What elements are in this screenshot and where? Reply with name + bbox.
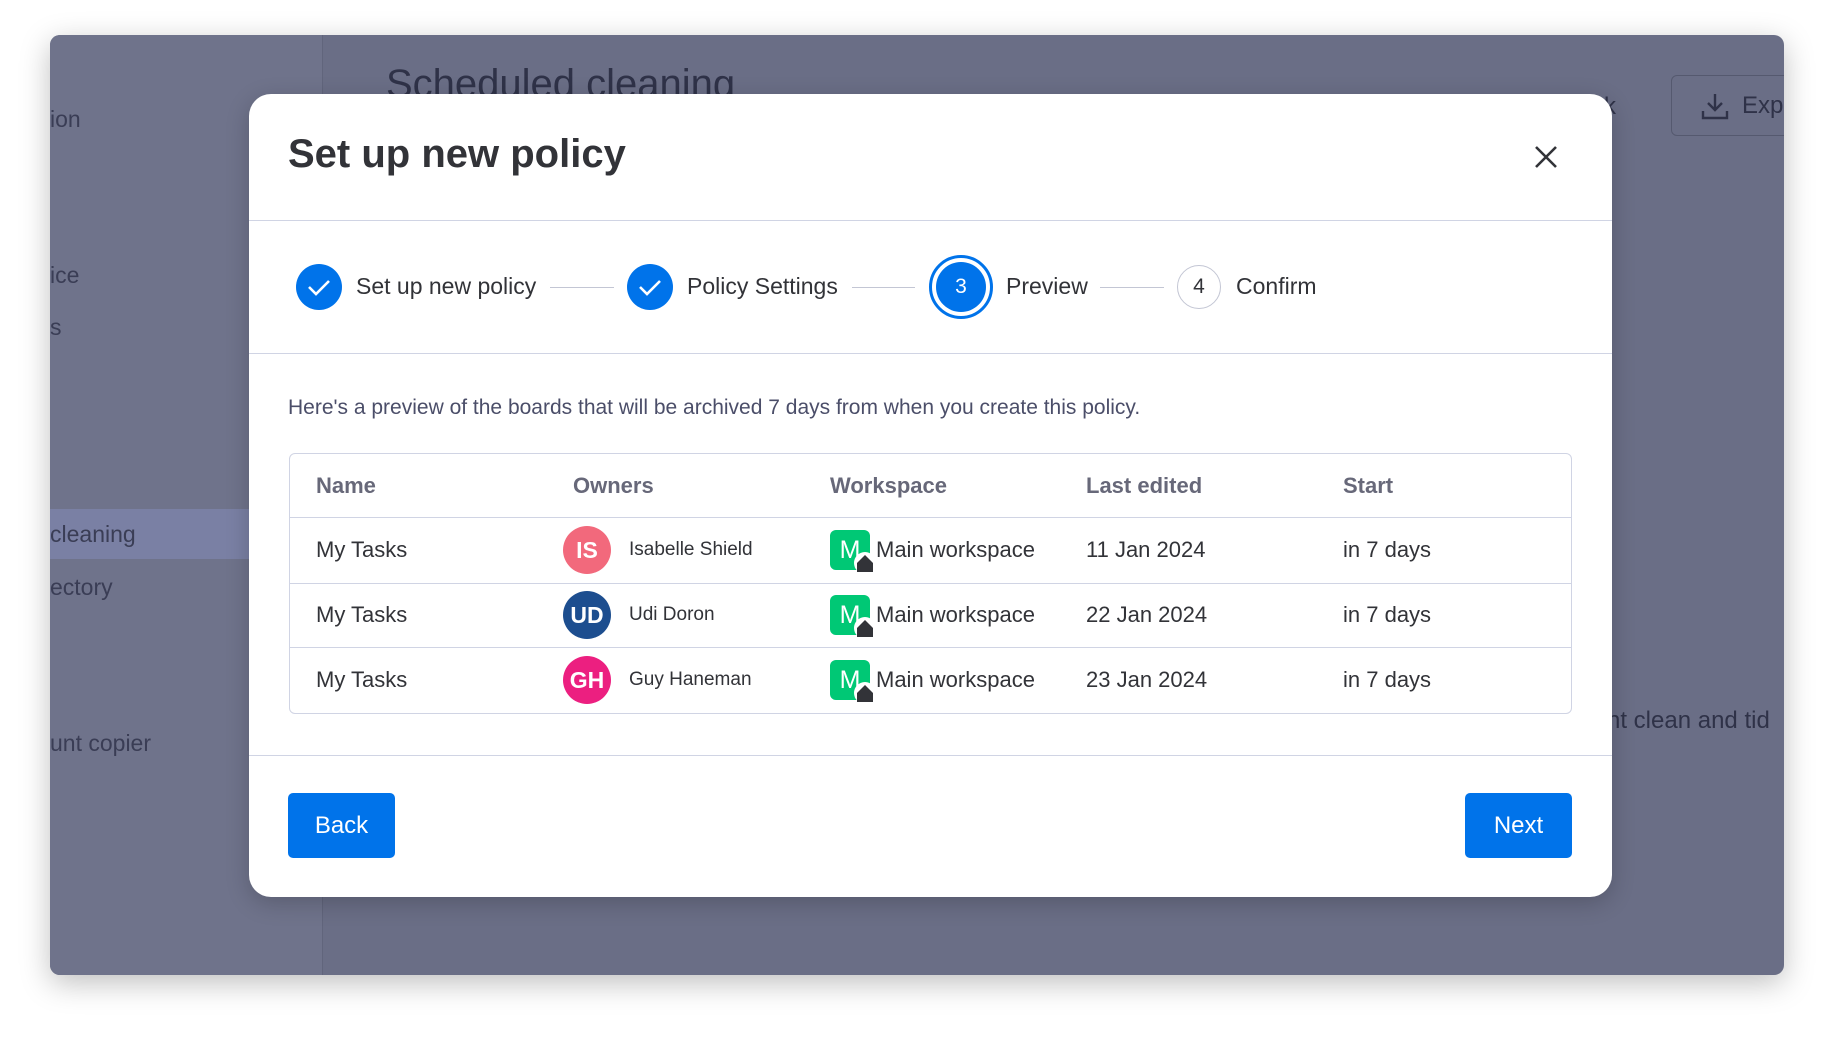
step-label: Confirm [1236,273,1317,299]
home-icon [857,555,873,572]
preview-table: Name Owners Workspace Last edited Start My Ta… [289,453,1572,714]
check-icon [639,280,661,296]
home-badge [854,552,876,574]
row-divider [290,517,1571,518]
sidebar-item[interactable]: unt copier [50,730,152,756]
step-connector [550,287,614,288]
column-header: Last edited [1086,473,1203,498]
home-icon [857,620,873,637]
board-name: My Tasks [316,602,408,627]
sidebar-item[interactable]: ion [50,106,81,132]
divider [249,220,1612,221]
owner-name: Guy Haneman [629,669,752,690]
check-icon [308,280,330,296]
download-icon [1701,94,1729,120]
last-edited: 23 Jan 2024 [1086,667,1208,692]
board-name: My Tasks [316,667,408,692]
content-snippet: nt clean and tid [1607,707,1770,734]
workspace-name: Main workspace [876,602,1035,627]
export-button[interactable]: Exp [1671,75,1784,136]
step-label: Set up new policy [356,273,537,299]
step-circle: 4 [1177,265,1221,309]
owner-name: Udi Doron [629,604,715,625]
back-button[interactable]: Back [288,793,395,858]
next-button[interactable]: Next [1465,793,1572,858]
column-header: Owners [573,473,654,498]
description: Here's a preview of the boards that will… [288,396,1141,419]
column-header: Start [1343,473,1394,498]
owner-avatar: GH [563,656,611,704]
start: in 7 days [1343,537,1432,562]
owner-avatar: UD [563,591,611,639]
last-edited: 22 Jan 2024 [1086,602,1208,627]
step-label: Policy Settings [687,273,838,299]
step-circle: 3 [936,262,986,312]
step-connector [852,287,915,288]
last-edited: 11 Jan 2024 [1086,537,1206,562]
workspace-name: Main workspace [876,537,1035,562]
modal-title: Set up new policy [288,132,626,176]
column-header: Workspace [830,473,947,498]
column-header: Name [316,473,376,498]
start: in 7 days [1343,667,1432,692]
sidebar-item[interactable]: ectory [50,574,113,600]
sidebar-item[interactable]: ice [50,262,80,288]
step-ring [929,255,993,319]
start: in 7 days [1343,602,1432,627]
export-label: Exp [1742,92,1784,119]
step-circle [627,264,673,310]
board-name: My Tasks [316,537,408,562]
step-label: Preview [1006,273,1088,299]
home-badge [854,682,876,704]
workspace-name: Main workspace [876,667,1035,692]
modal: Set up new policy Set up new policy Polic… [249,94,1612,897]
close-button[interactable] [1531,142,1561,172]
home-icon [857,685,873,702]
row-divider [290,583,1571,584]
sidebar-item[interactable]: s [50,314,62,340]
step-connector [1100,287,1164,288]
step-circle [296,264,342,310]
divider [249,353,1612,354]
owner-name: Isabelle Shield [629,539,753,560]
home-badge [854,617,876,639]
owner-avatar: IS [563,526,611,574]
divider [249,755,1612,756]
row-divider [290,647,1571,648]
